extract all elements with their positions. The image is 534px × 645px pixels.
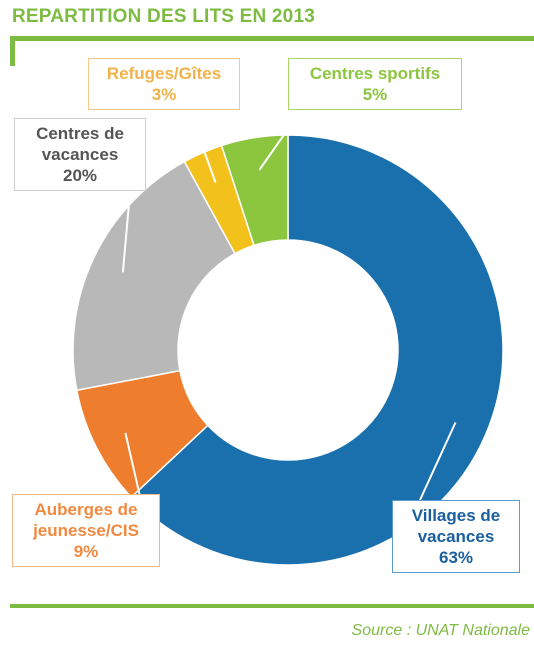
bottom-rule <box>10 604 534 608</box>
label-vacances-name-1: Centres de <box>36 124 124 143</box>
label-vacances-name-2: vacances <box>41 145 119 164</box>
label-villages-value: 63% <box>438 548 474 567</box>
slice-centres-sportifs <box>220 134 289 247</box>
label-centres-sportifs: Centres sportifs 5% <box>288 58 462 110</box>
leader-line-centres-sportifs <box>258 111 301 171</box>
leader-line-villages-vacances <box>419 422 457 501</box>
label-refuges-gites: Refuges/Gîtes 3% <box>88 58 240 110</box>
label-auberges-name-1: Auberges de <box>34 500 138 519</box>
donut-slices <box>72 134 504 566</box>
top-rule <box>10 36 534 41</box>
label-refuges-name: Refuges/Gîtes <box>106 64 222 83</box>
chart-title: REPARTITION DES LITS EN 2013 <box>12 6 315 27</box>
label-villages-vacances: Villages de vacances 63% <box>392 500 520 573</box>
leader-lines <box>121 111 457 541</box>
label-sportifs-name: Centres sportifs <box>309 64 441 83</box>
top-rule-tick <box>10 36 15 66</box>
label-auberges-jeunesse: Auberges de jeunesse/CIS 9% <box>12 494 160 567</box>
leader-line-refuges-gites <box>189 111 217 183</box>
label-auberges-name-2: jeunesse/CIS <box>33 521 139 540</box>
slice-villages-vacances <box>130 134 504 566</box>
label-centres-vacances: Centres de vacances 20% <box>14 118 146 191</box>
source-note: Source : UNAT Nationale <box>351 622 530 639</box>
label-villages-name-1: Villages de <box>411 506 501 525</box>
label-auberges-value: 9% <box>73 542 99 561</box>
label-sportifs-value: 5% <box>362 85 388 104</box>
label-refuges-value: 3% <box>151 85 177 104</box>
label-vacances-value: 20% <box>62 166 98 185</box>
slice-centres-vacances <box>72 160 237 392</box>
label-villages-name-2: vacances <box>417 527 495 546</box>
